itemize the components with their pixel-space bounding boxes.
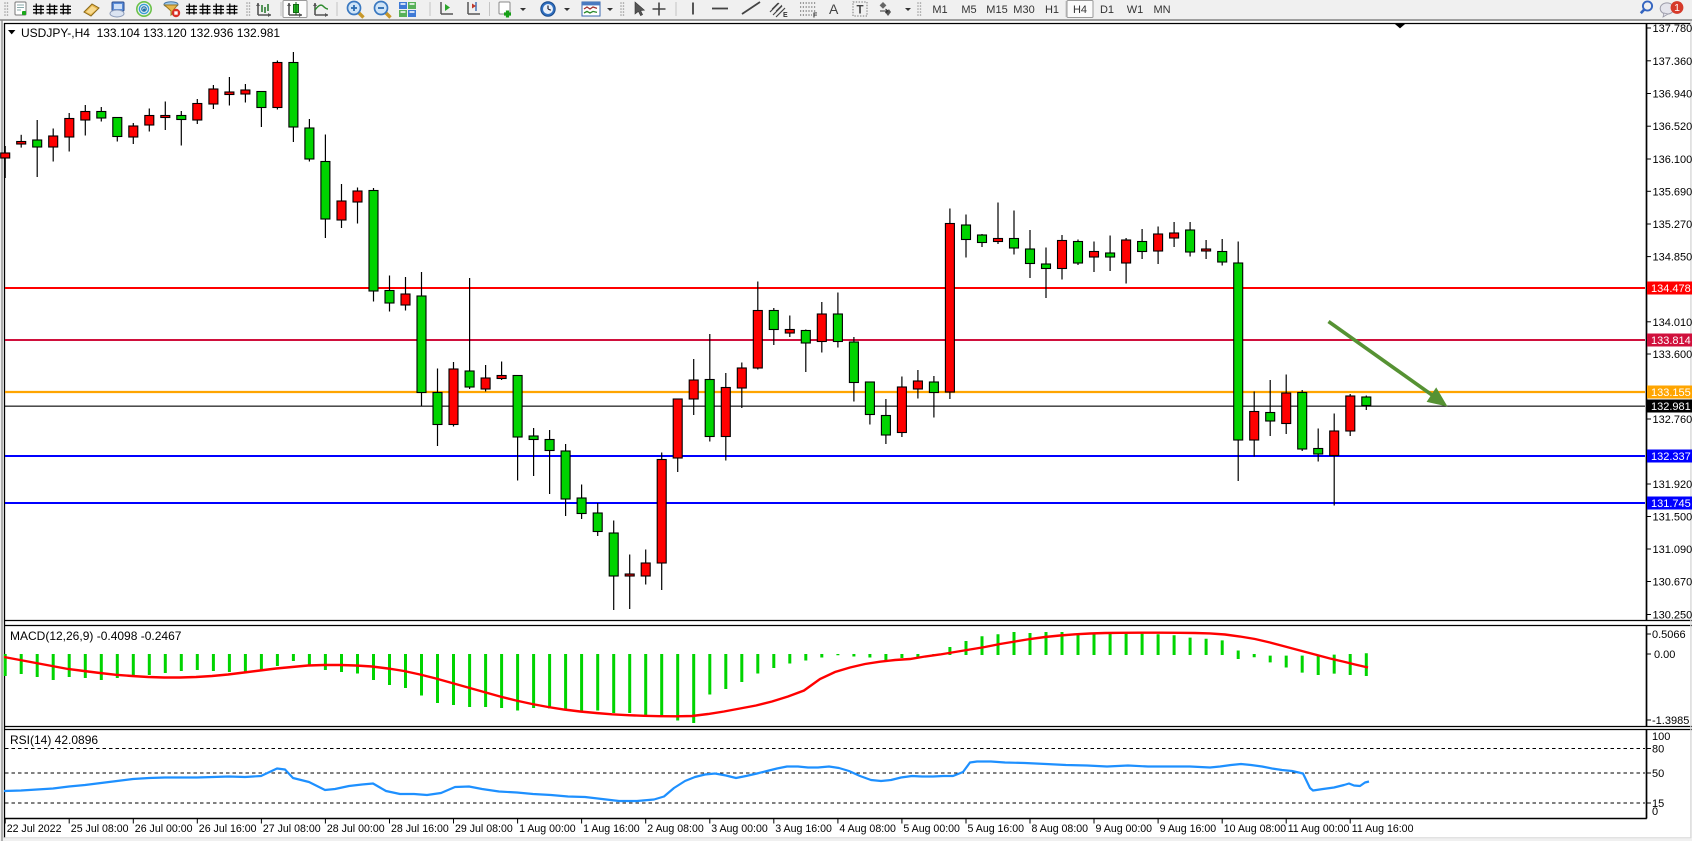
- svg-text:-1.3985: -1.3985: [1652, 715, 1689, 727]
- svg-text:22 Jul 2022: 22 Jul 2022: [7, 823, 62, 835]
- svg-text:3 Aug 16:00: 3 Aug 16:00: [775, 823, 832, 835]
- svg-text:131.745: 131.745: [1651, 498, 1691, 510]
- svg-text:T: T: [857, 5, 864, 17]
- svg-text:M15: M15: [986, 4, 1007, 16]
- svg-text:132.337: 132.337: [1651, 451, 1691, 463]
- svg-text:MN: MN: [1153, 4, 1170, 16]
- svg-text:M5: M5: [961, 4, 976, 16]
- svg-text:RSI(14) 42.0896: RSI(14) 42.0896: [10, 733, 98, 747]
- svg-text:26 Jul 16:00: 26 Jul 16:00: [199, 823, 257, 835]
- svg-text:15: 15: [1652, 798, 1664, 810]
- svg-text:131.920: 131.920: [1653, 479, 1692, 491]
- svg-text:H4: H4: [1073, 4, 1087, 16]
- svg-text:11 Aug 16:00: 11 Aug 16:00: [1352, 823, 1414, 835]
- svg-text:F: F: [813, 13, 818, 20]
- svg-text:3 Aug 00:00: 3 Aug 00:00: [711, 823, 768, 835]
- svg-text:D1: D1: [1100, 4, 1114, 16]
- svg-text:W1: W1: [1127, 4, 1144, 16]
- svg-text:136.520: 136.520: [1653, 121, 1692, 133]
- svg-text:131.090: 131.090: [1653, 544, 1692, 556]
- svg-text:11 Aug 00:00: 11 Aug 00:00: [1288, 823, 1350, 835]
- svg-text:132.981: 132.981: [1651, 401, 1691, 413]
- svg-text:8 Aug 08:00: 8 Aug 08:00: [1032, 823, 1089, 835]
- svg-text:136.100: 136.100: [1653, 154, 1692, 166]
- svg-text:130.670: 130.670: [1653, 577, 1692, 589]
- svg-text:USDJPY-,H4 133.104 133.120 13: USDJPY-,H4 133.104 133.120 132.936 132.9…: [21, 26, 280, 40]
- svg-text:A: A: [829, 1, 839, 17]
- svg-text:H1: H1: [1045, 4, 1059, 16]
- svg-text:5 Aug 16:00: 5 Aug 16:00: [968, 823, 1025, 835]
- svg-text:134.478: 134.478: [1651, 283, 1691, 295]
- svg-text:134.010: 134.010: [1653, 317, 1692, 329]
- svg-text:MACD(12,26,9) -0.4098 -0.2467: MACD(12,26,9) -0.4098 -0.2467: [10, 629, 182, 643]
- svg-text:131.500: 131.500: [1653, 512, 1692, 524]
- svg-text:28 Jul 16:00: 28 Jul 16:00: [391, 823, 449, 835]
- svg-text:137.780: 137.780: [1653, 23, 1692, 35]
- svg-text:134.850: 134.850: [1653, 252, 1692, 264]
- svg-text:27 Jul 08:00: 27 Jul 08:00: [263, 823, 321, 835]
- svg-text:M30: M30: [1013, 4, 1034, 16]
- svg-text:29 Jul 08:00: 29 Jul 08:00: [455, 823, 513, 835]
- svg-text:132.760: 132.760: [1653, 414, 1692, 426]
- svg-text:136.940: 136.940: [1653, 89, 1692, 101]
- svg-text:E: E: [783, 12, 788, 19]
- svg-text:135.690: 135.690: [1653, 186, 1692, 198]
- svg-text:1: 1: [1674, 2, 1680, 14]
- svg-text:130.250: 130.250: [1653, 610, 1692, 622]
- svg-text:M1: M1: [932, 4, 947, 16]
- svg-text:0.5066: 0.5066: [1652, 629, 1686, 641]
- svg-text:4 Aug 08:00: 4 Aug 08:00: [839, 823, 896, 835]
- svg-text:0.00: 0.00: [1654, 649, 1675, 661]
- svg-text:50: 50: [1652, 768, 1664, 780]
- svg-text:133.814: 133.814: [1651, 335, 1691, 347]
- svg-text:1 Aug 16:00: 1 Aug 16:00: [583, 823, 640, 835]
- svg-text:0: 0: [1652, 806, 1658, 818]
- svg-text:137.360: 137.360: [1653, 56, 1692, 68]
- svg-text:5 Aug 00:00: 5 Aug 00:00: [903, 823, 960, 835]
- svg-text:25 Jul 08:00: 25 Jul 08:00: [71, 823, 129, 835]
- svg-text:100: 100: [1652, 731, 1670, 743]
- svg-text:2 Aug 08:00: 2 Aug 08:00: [647, 823, 704, 835]
- svg-text:28 Jul 00:00: 28 Jul 00:00: [327, 823, 385, 835]
- svg-text:10 Aug 08:00: 10 Aug 08:00: [1224, 823, 1287, 835]
- svg-text:135.270: 135.270: [1653, 219, 1692, 231]
- svg-text:1 Aug 00:00: 1 Aug 00:00: [519, 823, 576, 835]
- svg-text:9 Aug 00:00: 9 Aug 00:00: [1096, 823, 1153, 835]
- svg-text:9 Aug 16:00: 9 Aug 16:00: [1160, 823, 1217, 835]
- svg-text:133.155: 133.155: [1651, 387, 1691, 399]
- svg-text:133.600: 133.600: [1653, 349, 1692, 361]
- svg-text:26 Jul 00:00: 26 Jul 00:00: [135, 823, 193, 835]
- svg-text:80: 80: [1652, 744, 1664, 756]
